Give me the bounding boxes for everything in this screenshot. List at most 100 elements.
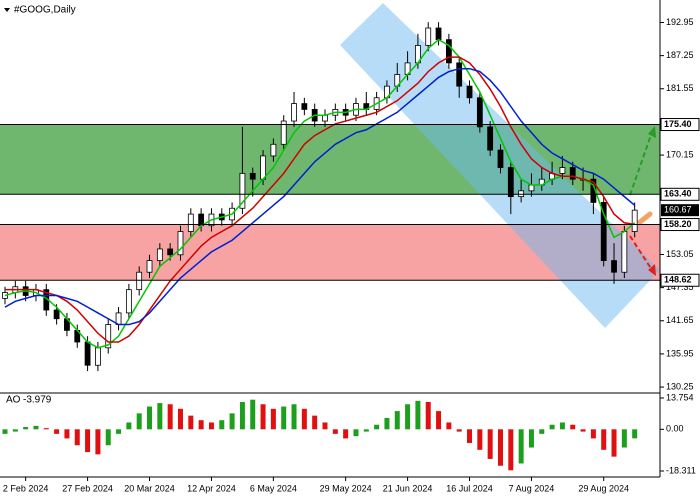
ao-bar [332, 429, 338, 434]
y-tick-label: 135.95 [666, 348, 694, 358]
ao-bar [188, 415, 194, 430]
ao-bar [219, 420, 225, 430]
ao-bar [147, 406, 153, 430]
level-box [660, 273, 700, 287]
x-tick-label: 29 Aug 2024 [578, 483, 629, 493]
ao-bar [436, 411, 442, 430]
ao-bar [601, 429, 607, 450]
up-arrow [629, 131, 653, 196]
ao-bar [549, 424, 555, 430]
ao-bar [405, 404, 411, 430]
ao-value: -3.979 [23, 395, 52, 406]
ao-bar [167, 404, 173, 430]
y-tick-label: 141.65 [666, 315, 694, 325]
ao-bar [353, 429, 359, 437]
x-tick-label: 29 May 2024 [320, 483, 372, 493]
ao-bar [239, 401, 245, 430]
ao-bar [528, 429, 534, 448]
candle-body [95, 347, 101, 366]
candle-body [280, 120, 287, 145]
last-price-box [661, 204, 699, 217]
candle-body [301, 103, 308, 110]
menu-icon[interactable] [4, 8, 10, 12]
ao-bar [559, 422, 565, 430]
x-tick-label: 27 Feb 2024 [62, 483, 113, 493]
candle-body [425, 27, 432, 46]
ao-bar [415, 400, 421, 430]
y-tick-label: 170.15 [666, 149, 694, 159]
ao-bar [322, 422, 328, 430]
ao-bar [467, 429, 473, 443]
ao-bar [2, 429, 8, 434]
candle-body [518, 190, 525, 198]
ao-title: AO [6, 395, 21, 406]
candle-body [291, 103, 297, 122]
ao-bar [301, 408, 307, 430]
candle-body [497, 149, 504, 168]
candle-body [466, 85, 473, 99]
ao-bar [229, 413, 235, 430]
ao-tick-label: 0.00 [666, 424, 684, 434]
x-tick-label: 6 May 2024 [250, 483, 297, 493]
ao-bar [508, 429, 514, 471]
candle-body [156, 248, 163, 261]
ao-bar [312, 415, 318, 430]
ao-bar [198, 420, 204, 430]
ao-bar [260, 404, 266, 430]
level-label: 163.40 [664, 189, 692, 199]
ao-bar [374, 424, 380, 430]
down-arrow-head [648, 264, 656, 276]
ao-bar [539, 429, 545, 434]
level-box [660, 218, 700, 232]
y-tick-label: 181.55 [666, 83, 694, 93]
level-box [660, 187, 700, 201]
down-arrow [629, 235, 653, 271]
candle-body [559, 167, 566, 174]
candle-body [105, 324, 112, 349]
up-arrow-head [648, 126, 656, 138]
candle-body [621, 231, 628, 273]
ao-bar [23, 427, 29, 430]
ao-bar [270, 408, 276, 430]
ao-bar [157, 403, 163, 430]
ao-bar [208, 422, 214, 430]
ao-bar [105, 429, 111, 446]
candle-body [456, 62, 463, 87]
candle-body [600, 202, 607, 261]
moving-average [4, 67, 636, 326]
ao-bar [250, 399, 256, 430]
ao-bar [343, 429, 349, 439]
level-box [660, 118, 700, 132]
x-tick-label: 21 Jun 2024 [383, 483, 433, 493]
ao-bar [291, 404, 297, 430]
x-tick-label: 7 Aug 2024 [509, 483, 555, 493]
candle-body [611, 260, 617, 273]
ao-bar [446, 422, 452, 430]
ao-bar [95, 429, 101, 455]
ao-bar [74, 429, 80, 446]
ao-bar [456, 429, 462, 432]
candle-body [239, 172, 246, 209]
candle-body [53, 309, 60, 320]
candle-body [270, 143, 277, 157]
chart-title: #GOOG,Daily [14, 5, 76, 16]
x-tick-label: 2 Feb 2024 [3, 483, 49, 493]
candle-body [569, 167, 576, 180]
ao-bar [487, 429, 493, 459]
ao-bar [116, 429, 122, 434]
ao-bar [281, 406, 287, 430]
forecast-arrow [637, 211, 653, 225]
moving-average [4, 38, 636, 349]
ao-bar [570, 424, 576, 430]
ao-bar [611, 429, 617, 457]
x-tick-label: 12 Apr 2024 [187, 483, 236, 493]
y-tick-label: 187.25 [666, 50, 694, 60]
ao-bar [394, 411, 400, 430]
moving-average [5, 56, 635, 343]
candle-body [476, 97, 483, 128]
ao-bar [425, 401, 431, 430]
candle-body [631, 209, 638, 232]
ao-bar [497, 429, 503, 466]
ao-bar [590, 429, 596, 439]
